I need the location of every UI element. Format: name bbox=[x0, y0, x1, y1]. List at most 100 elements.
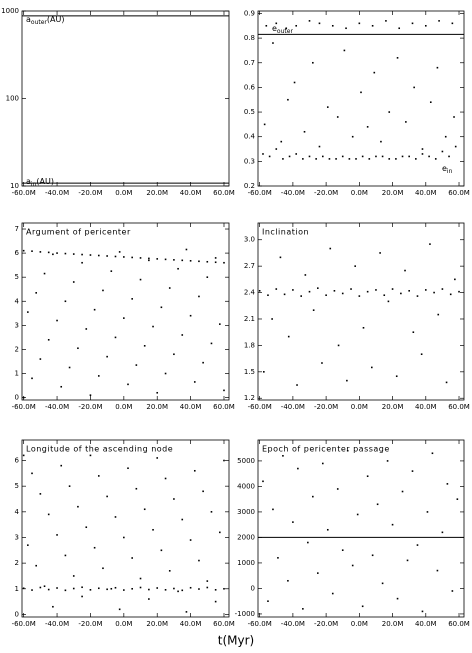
point bbox=[89, 394, 92, 396]
point bbox=[143, 345, 146, 347]
point bbox=[223, 389, 225, 392]
x-tick-label: 20.0M bbox=[146, 620, 168, 628]
y-tick-label: 5 bbox=[15, 273, 19, 281]
point bbox=[292, 521, 294, 523]
y-tick-label: 3000 bbox=[237, 508, 255, 516]
point bbox=[39, 358, 42, 360]
point bbox=[189, 260, 192, 262]
point bbox=[160, 306, 163, 309]
point bbox=[456, 498, 459, 500]
point bbox=[181, 589, 184, 592]
panel: 1.2 1.5 1.8 2.1 2.4 2.7 3.0 -60.0M -40.0M -20.0M 0… bbox=[244, 222, 470, 411]
x-tick-label: 60.0M bbox=[213, 189, 235, 197]
point bbox=[272, 42, 274, 44]
point bbox=[156, 457, 159, 459]
point bbox=[164, 477, 167, 480]
point bbox=[139, 257, 142, 259]
y-tick-label: 0.3 bbox=[244, 157, 255, 165]
point bbox=[210, 511, 213, 513]
x-tick-label: -60.0M bbox=[12, 620, 36, 628]
point bbox=[97, 375, 100, 377]
point bbox=[131, 587, 133, 590]
point bbox=[27, 311, 29, 313]
panel: 0 1 2 3 4 5 6 7 -60.0M -40.0M -20.0M 0.0M 20.0M 40.0M… bbox=[12, 222, 235, 411]
point bbox=[106, 255, 108, 257]
label-subscript: in bbox=[31, 181, 37, 188]
point bbox=[127, 467, 129, 470]
point bbox=[219, 323, 221, 325]
point bbox=[131, 256, 133, 259]
point bbox=[317, 287, 319, 289]
point bbox=[300, 295, 302, 297]
point bbox=[265, 24, 268, 27]
y-tick-label: 4 bbox=[15, 297, 20, 305]
point bbox=[282, 158, 284, 160]
plot-frame bbox=[257, 10, 465, 187]
point bbox=[379, 252, 381, 254]
point bbox=[385, 20, 387, 22]
point bbox=[156, 258, 159, 260]
point bbox=[102, 289, 104, 292]
x-tick-label: 40.0M bbox=[180, 189, 202, 197]
x-tick-label: 40.0M bbox=[180, 403, 202, 411]
point bbox=[325, 294, 327, 297]
point bbox=[164, 589, 167, 591]
point bbox=[416, 295, 419, 297]
point bbox=[56, 319, 58, 322]
point bbox=[106, 495, 108, 498]
label-main: a bbox=[26, 15, 31, 24]
x-tick-label: 40.0M bbox=[415, 620, 437, 628]
point bbox=[433, 291, 435, 294]
point bbox=[193, 381, 196, 383]
point bbox=[43, 272, 46, 275]
point bbox=[395, 375, 398, 378]
point bbox=[85, 526, 88, 529]
point bbox=[426, 511, 429, 513]
panel-title: Epoch of pericenter passage bbox=[262, 445, 390, 454]
point bbox=[405, 121, 407, 123]
point bbox=[458, 290, 460, 293]
point bbox=[282, 455, 284, 457]
point bbox=[371, 554, 374, 557]
y-tick-label: 0.5 bbox=[244, 108, 255, 116]
point bbox=[102, 567, 104, 570]
point bbox=[152, 325, 154, 328]
point bbox=[296, 384, 298, 386]
point bbox=[223, 261, 225, 264]
x-tick-label: -20.0M bbox=[78, 403, 102, 411]
point bbox=[68, 366, 71, 369]
point bbox=[89, 254, 92, 256]
y-tick-label: 0.2 bbox=[244, 182, 255, 190]
point bbox=[328, 158, 331, 160]
x-tick-label: 40.0M bbox=[415, 189, 437, 197]
point bbox=[118, 251, 121, 253]
point bbox=[198, 559, 200, 562]
point bbox=[285, 27, 288, 30]
point bbox=[148, 598, 150, 600]
point bbox=[302, 158, 304, 160]
point bbox=[451, 22, 454, 25]
y-tick-label: 0.8 bbox=[244, 34, 255, 42]
point bbox=[156, 587, 159, 589]
point bbox=[438, 20, 440, 22]
point bbox=[429, 243, 431, 245]
y-tick-label: 10 bbox=[10, 182, 19, 190]
point bbox=[454, 278, 456, 281]
point bbox=[381, 155, 384, 158]
y-tick-label: 1.8 bbox=[244, 341, 255, 349]
point bbox=[304, 274, 307, 276]
point bbox=[81, 595, 83, 598]
y-tick-label: 3.0 bbox=[244, 236, 255, 244]
point bbox=[408, 155, 410, 158]
point bbox=[329, 247, 332, 250]
point bbox=[424, 24, 427, 27]
point bbox=[411, 470, 414, 472]
point bbox=[164, 372, 167, 375]
point bbox=[152, 528, 154, 531]
point bbox=[35, 564, 37, 567]
point bbox=[401, 490, 404, 493]
point bbox=[355, 158, 357, 160]
y-tick-label: -1000 bbox=[235, 610, 255, 618]
x-tick-label: 20.0M bbox=[382, 189, 404, 197]
